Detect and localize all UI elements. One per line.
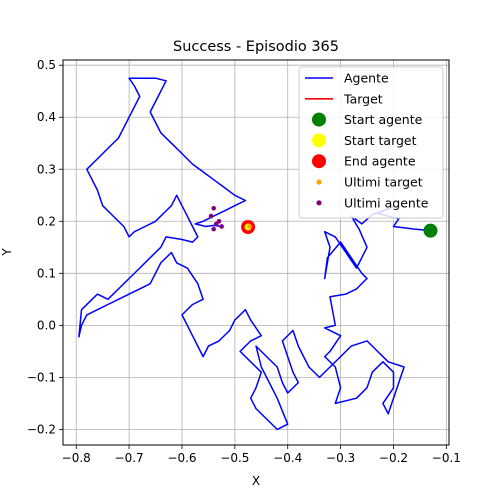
plot-markers [208, 205, 438, 238]
legend-start-agente-swatch [312, 112, 326, 127]
plot-frame [62, 59, 450, 446]
grid [63, 60, 449, 445]
x-axis-label: X [252, 474, 260, 488]
x-tick-label: −0.3 [326, 451, 355, 465]
legend-target-label: Target [343, 91, 383, 106]
y-tick-label: −0.1 [27, 370, 56, 384]
ultimi-agente-point [211, 205, 216, 211]
y-tick-label: −0.2 [27, 422, 56, 436]
x-tick-label: −0.1 [432, 451, 461, 465]
legend: Agente Target Start agente Start target End … [298, 66, 444, 219]
legend-start-target-swatch [312, 133, 326, 148]
y-tick-label: 0.5 [37, 58, 56, 72]
y-tick-label: 0.0 [37, 318, 56, 332]
legend-start-agente-label: Start agente [344, 112, 423, 127]
y-tick-label: 0.3 [37, 162, 56, 176]
chart-title: Success - Episodio 365 [173, 39, 339, 55]
legend-ultimi-agente-label: Ultimi agente [344, 195, 429, 210]
x-tick-label: −0.5 [220, 451, 249, 465]
legend-ultimi-target-swatch [316, 179, 322, 185]
start-agente-marker [423, 223, 438, 238]
legend-end-agente-swatch [312, 154, 326, 169]
legend-end-agente-label: End agente [344, 154, 416, 169]
ultimi-agente-point [211, 226, 216, 232]
ticks: −0.8 −0.7 −0.6 −0.5 −0.4 −0.3 −0.2 −0.1 −0.2 −0.1… [27, 58, 461, 465]
y-tick-label: 0.1 [37, 266, 56, 280]
y-axis-label: Y [0, 248, 14, 257]
ultimi-agente-point [219, 224, 224, 229]
y-tick-label: 0.2 [37, 214, 56, 228]
ultimi-target-point [247, 224, 252, 229]
x-tick-label: −0.8 [62, 451, 91, 465]
x-tick-label: −0.6 [167, 451, 196, 465]
legend-ultimi-agente-swatch [316, 200, 322, 206]
ultimi-agente-point [216, 218, 222, 224]
series-line-agente [78, 77, 431, 431]
legend-agente-label: Agente [344, 71, 389, 86]
ultimi-agente-point [208, 213, 214, 219]
y-tick-label: 0.4 [37, 110, 56, 124]
x-tick-label: −0.7 [115, 451, 144, 465]
legend-ultimi-target-label: Ultimi target [344, 175, 423, 190]
legend-start-target-label: Start target [344, 133, 417, 148]
x-tick-label: −0.4 [273, 451, 302, 465]
x-tick-label: −0.2 [379, 451, 408, 465]
legend-box [298, 66, 444, 219]
